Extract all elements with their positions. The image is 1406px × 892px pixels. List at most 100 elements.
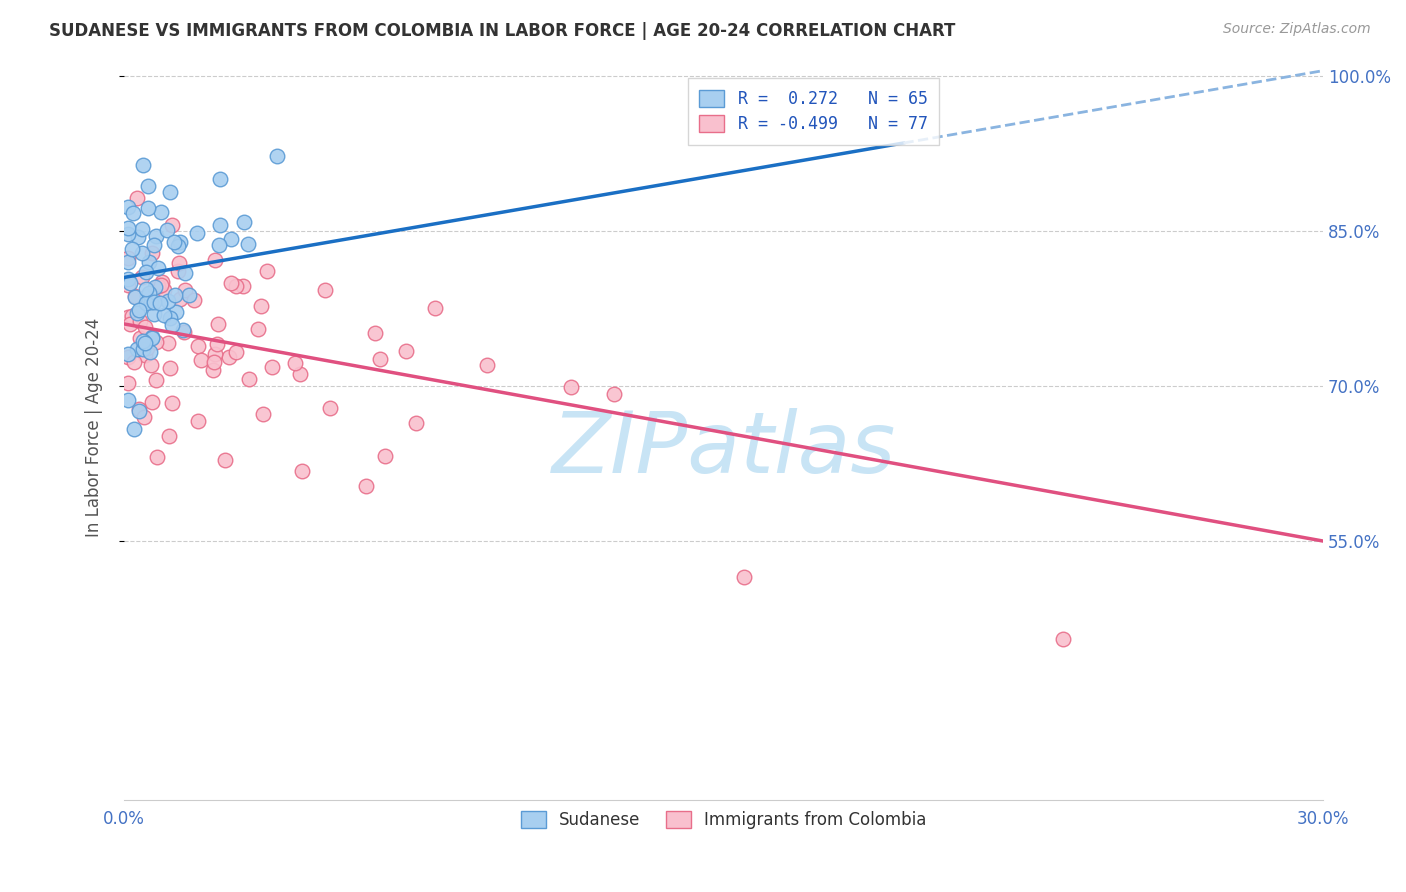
Point: [153, 308, 176, 322]
Point: [162, 218, 184, 232]
Point: [374, 449, 396, 463]
Point: [159, 311, 181, 326]
Point: [117, 220, 139, 235]
Point: [173, 326, 195, 340]
Point: [202, 363, 225, 377]
Point: [162, 235, 184, 249]
Point: [127, 229, 149, 244]
Point: [284, 356, 307, 370]
Point: [142, 307, 165, 321]
Point: [174, 283, 197, 297]
Point: [149, 277, 172, 292]
Point: [157, 293, 180, 308]
Point: [129, 331, 152, 345]
Point: [159, 360, 181, 375]
Point: [132, 158, 155, 172]
Point: [208, 172, 231, 186]
Point: [238, 236, 260, 251]
Point: [603, 387, 626, 401]
Point: [319, 401, 342, 415]
Point: [179, 288, 201, 302]
Point: [1052, 632, 1074, 647]
Point: [252, 407, 274, 421]
Point: [132, 343, 155, 357]
Point: [560, 380, 582, 394]
Point: [167, 264, 190, 278]
Point: [209, 218, 232, 232]
Point: [207, 317, 229, 331]
Point: [117, 376, 139, 390]
Point: [169, 256, 191, 270]
Point: [145, 229, 167, 244]
Point: [354, 479, 377, 493]
Point: [163, 288, 186, 302]
Point: [117, 278, 139, 293]
Point: [157, 429, 180, 443]
Point: [117, 310, 139, 325]
Point: [125, 191, 148, 205]
Point: [204, 347, 226, 361]
Point: [733, 570, 755, 584]
Point: [232, 279, 254, 293]
Point: [122, 205, 145, 219]
Point: [172, 323, 194, 337]
Point: [118, 276, 141, 290]
Point: [159, 186, 181, 200]
Point: [288, 368, 311, 382]
Point: [145, 450, 167, 464]
Point: [117, 392, 139, 407]
Point: [145, 373, 167, 387]
Text: Source: ZipAtlas.com: Source: ZipAtlas.com: [1223, 22, 1371, 37]
Point: [249, 299, 271, 313]
Point: [165, 305, 187, 319]
Point: [135, 264, 157, 278]
Point: [146, 260, 169, 275]
Point: [475, 358, 498, 372]
Point: [122, 422, 145, 436]
Point: [117, 347, 139, 361]
Point: [169, 235, 191, 249]
Point: [314, 283, 336, 297]
Point: [153, 283, 176, 297]
Point: [146, 278, 169, 293]
Point: [117, 272, 139, 286]
Point: [136, 289, 159, 303]
Point: [290, 464, 312, 478]
Point: [134, 409, 156, 424]
Point: [187, 414, 209, 428]
Point: [129, 314, 152, 328]
Point: [117, 255, 139, 269]
Point: [139, 359, 162, 373]
Point: [122, 355, 145, 369]
Point: [204, 253, 226, 268]
Point: [142, 295, 165, 310]
Point: [149, 296, 172, 310]
Point: [131, 222, 153, 236]
Point: [138, 254, 160, 268]
Y-axis label: In Labor Force | Age 20-24: In Labor Force | Age 20-24: [86, 318, 103, 537]
Point: [208, 238, 231, 252]
Point: [256, 264, 278, 278]
Point: [117, 251, 139, 265]
Point: [143, 279, 166, 293]
Point: [139, 344, 162, 359]
Point: [134, 319, 156, 334]
Point: [131, 269, 153, 284]
Point: [190, 353, 212, 368]
Point: [187, 338, 209, 352]
Point: [121, 242, 143, 256]
Point: [134, 348, 156, 362]
Point: [136, 201, 159, 215]
Point: [173, 266, 195, 280]
Text: ZIPatlas: ZIPatlas: [551, 409, 896, 491]
Point: [160, 318, 183, 332]
Point: [141, 246, 163, 260]
Point: [423, 301, 446, 315]
Point: [124, 290, 146, 304]
Point: [117, 351, 139, 365]
Point: [136, 341, 159, 355]
Point: [117, 200, 139, 214]
Legend: Sudanese, Immigrants from Colombia: Sudanese, Immigrants from Colombia: [515, 805, 934, 836]
Point: [266, 149, 288, 163]
Point: [139, 294, 162, 309]
